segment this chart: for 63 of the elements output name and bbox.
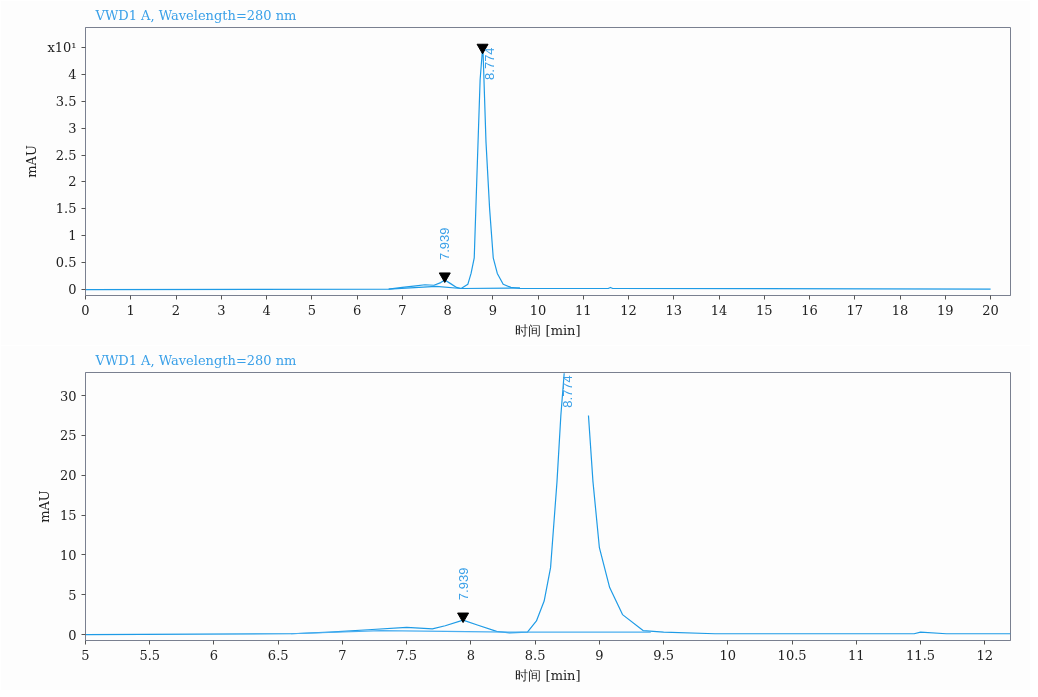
- x-tick-label: 5: [307, 302, 316, 318]
- x-tick-label: 8: [466, 647, 476, 663]
- x-tick-label: 6: [352, 302, 362, 318]
- y-tick-label: 0: [68, 282, 77, 298]
- annotation: 7.939: [437, 227, 453, 261]
- x-tick-label: 5.5: [139, 647, 161, 663]
- y-tick-label: 3.5: [55, 93, 77, 109]
- x-tick-label: 17: [846, 302, 864, 318]
- x-tick-label: 11.5: [906, 647, 936, 663]
- annotation: 8.774: [560, 375, 576, 408]
- x-tick-label: 19: [937, 302, 954, 318]
- y-tick-label: 4: [68, 66, 77, 82]
- x-tick-label: 7.5: [396, 647, 418, 663]
- x-axis-title: 时间 [min]: [515, 667, 581, 683]
- y-tick-label: 10: [59, 547, 77, 563]
- chart-title: VWD1 A, Wavelength=280 nm: [94, 7, 297, 23]
- x-tick-label: 12: [620, 302, 637, 318]
- y-tick-label: 25: [59, 428, 77, 444]
- x-tick-label: 20: [982, 302, 999, 318]
- x-tick-label: 10: [719, 647, 737, 663]
- x-tick-label: 7: [398, 302, 407, 318]
- x-axis-title: 时间 [min]: [515, 322, 581, 338]
- x-tick-label: 15: [756, 302, 773, 318]
- x-tick-label: 18: [891, 302, 909, 318]
- x-tick-label: 11: [575, 302, 592, 318]
- y-tick-label: 2.5: [55, 147, 77, 163]
- x-tick-label: 9: [595, 647, 604, 663]
- y-tick-label: 1: [68, 228, 77, 244]
- y-tick-label: x10¹: [47, 39, 77, 55]
- x-tick-label: 5: [81, 647, 90, 663]
- y-axis-title: mAU: [36, 490, 52, 523]
- x-tick-label: 10: [529, 302, 547, 318]
- x-tick-label: 14: [710, 302, 728, 318]
- x-tick-label: 10.5: [777, 647, 807, 663]
- x-tick-label: 0: [81, 302, 90, 318]
- x-tick-label: 13: [665, 302, 683, 318]
- x-tick-label: 12: [976, 647, 994, 663]
- x-tick-label: 11: [848, 647, 865, 663]
- x-tick-label: 4: [262, 302, 271, 318]
- y-tick-label: 20: [59, 468, 77, 484]
- y-tick-label: 0.5: [55, 255, 77, 271]
- y-tick-label: 30: [59, 388, 77, 404]
- annotation: 8.774: [482, 47, 498, 80]
- x-tick-label: 2: [171, 302, 181, 318]
- chart-title: VWD1 A, Wavelength=280 nm: [94, 352, 297, 368]
- x-tick-label: 8.5: [524, 647, 546, 663]
- x-tick-label: 6: [209, 647, 219, 663]
- y-axis-title: mAU: [24, 145, 40, 178]
- y-tick-label: 2: [68, 174, 77, 190]
- y-tick-label: 0: [68, 627, 77, 643]
- x-tick-label: 9.5: [653, 647, 674, 663]
- y-tick-label: 15: [59, 508, 77, 524]
- x-tick-label: 1: [126, 302, 135, 318]
- y-tick-label: 3: [68, 120, 77, 136]
- x-tick-label: 8: [443, 302, 452, 318]
- x-tick-label: 16: [801, 302, 818, 318]
- y-tick-label: 5: [68, 587, 77, 603]
- x-tick-label: 7: [338, 647, 347, 663]
- x-tick-label: 9: [488, 302, 497, 318]
- annotation: 7.939: [455, 567, 471, 601]
- x-tick-label: 3: [217, 302, 226, 318]
- x-tick-label: 6.5: [267, 647, 289, 663]
- y-tick-label: 1.5: [55, 201, 77, 217]
